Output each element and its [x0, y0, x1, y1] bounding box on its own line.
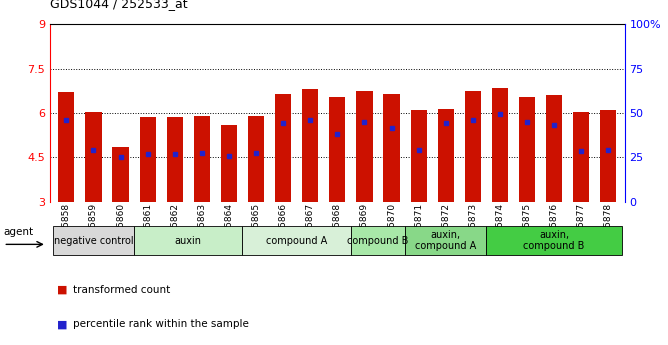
Bar — [356, 91, 373, 202]
Bar — [405, 226, 486, 255]
Text: auxin,
compound B: auxin, compound B — [524, 230, 584, 252]
Bar — [53, 226, 134, 255]
Bar — [112, 147, 129, 202]
Bar — [329, 97, 345, 202]
Text: transformed count: transformed count — [73, 285, 171, 295]
Text: agent: agent — [3, 227, 33, 237]
Bar — [166, 117, 183, 202]
Bar — [546, 95, 562, 202]
Text: GDS1044 / 252533_at: GDS1044 / 252533_at — [50, 0, 188, 10]
Bar — [411, 110, 427, 202]
Bar — [58, 92, 75, 202]
Bar — [351, 226, 405, 255]
Bar — [86, 111, 102, 202]
Text: auxin,
compound A: auxin, compound A — [415, 230, 476, 252]
Bar — [492, 88, 508, 202]
Bar — [194, 116, 210, 202]
Text: compound A: compound A — [266, 236, 327, 246]
Bar — [438, 109, 454, 202]
Bar — [221, 125, 237, 202]
Text: ■: ■ — [57, 285, 67, 295]
Text: negative control: negative control — [53, 236, 134, 246]
Bar — [134, 226, 242, 255]
Bar — [140, 117, 156, 202]
Text: compound B: compound B — [347, 236, 409, 246]
Bar — [600, 110, 617, 202]
Bar — [573, 111, 589, 202]
Bar — [383, 94, 399, 202]
Text: ■: ■ — [57, 319, 67, 329]
Text: auxin: auxin — [175, 236, 202, 246]
Bar — [248, 116, 264, 202]
Bar — [275, 94, 291, 202]
Text: percentile rank within the sample: percentile rank within the sample — [73, 319, 249, 329]
Bar — [519, 97, 535, 202]
Bar — [302, 89, 319, 202]
Bar — [486, 226, 622, 255]
Bar — [465, 91, 481, 202]
Bar — [242, 226, 351, 255]
